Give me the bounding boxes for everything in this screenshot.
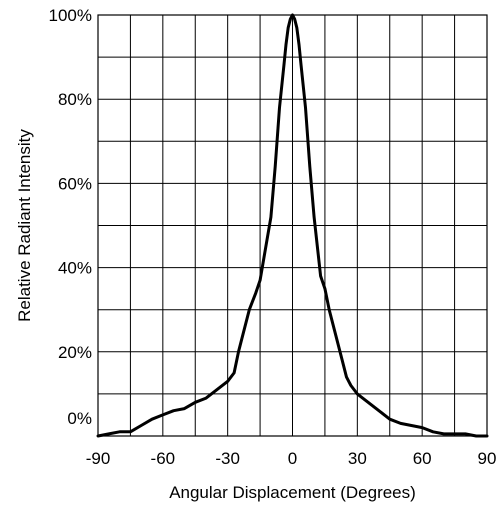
y-tick-label: 100% xyxy=(49,6,92,25)
x-tick-label: 60 xyxy=(413,449,432,468)
y-tick-label: 60% xyxy=(58,174,92,193)
x-tick-labels: -90 -60 -30 0 30 60 90 xyxy=(86,449,497,468)
x-axis-label: Angular Displacement (Degrees) xyxy=(169,483,416,502)
x-tick-label: -90 xyxy=(86,449,111,468)
y-tick-labels: 0% 20% 40% 60% 80% 100% xyxy=(49,6,92,428)
x-tick-label: -30 xyxy=(215,449,240,468)
y-tick-label: 80% xyxy=(58,90,92,109)
x-tick-label: 90 xyxy=(478,449,497,468)
x-tick-label: 0 xyxy=(288,449,297,468)
intensity-curve xyxy=(96,13,489,438)
y-tick-label: 40% xyxy=(58,259,92,278)
x-tick-label: 30 xyxy=(348,449,367,468)
x-tick-label: -60 xyxy=(151,449,176,468)
y-tick-label: 20% xyxy=(58,343,92,362)
grid xyxy=(98,15,487,436)
y-axis-label: Relative Radiant Intensity xyxy=(15,129,34,322)
y-tick-label: 0% xyxy=(67,409,92,428)
